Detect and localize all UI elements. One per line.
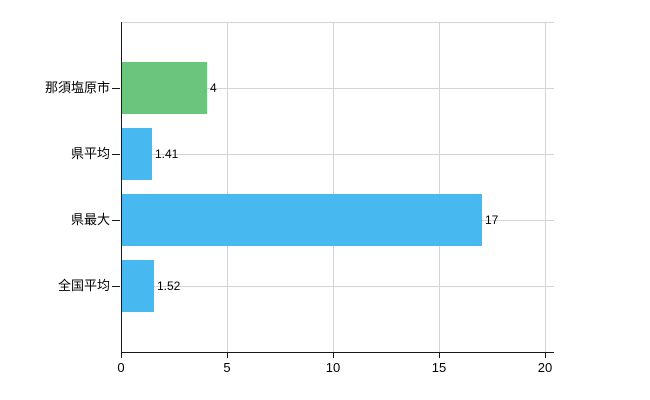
y-axis	[121, 22, 122, 352]
bar-value-label: 1.52	[157, 279, 181, 293]
x-tick-label: 10	[325, 360, 341, 375]
bar-県平均	[122, 128, 152, 180]
category-label-全国平均: 全国平均	[57, 278, 110, 293]
plot-top-border	[121, 22, 554, 23]
category-label-県平均: 県平均	[70, 146, 110, 161]
x-tick	[333, 352, 334, 358]
x-tick-label: 0	[117, 360, 125, 375]
category-tick	[112, 154, 120, 155]
gridline-vertical	[545, 22, 546, 352]
gridline-vertical	[439, 22, 440, 352]
x-tick-label: 20	[537, 360, 553, 375]
bar-value-label: 4	[210, 81, 217, 95]
bar-value-label: 1.41	[155, 147, 179, 161]
bar-県最大	[122, 194, 482, 246]
category-label-県最大: 県最大	[70, 212, 110, 227]
category-tick	[112, 88, 120, 89]
x-tick-label: 5	[223, 360, 231, 375]
x-tick	[439, 352, 440, 358]
gridline-horizontal	[121, 88, 554, 89]
bar-全国平均	[122, 260, 154, 312]
x-axis	[121, 352, 554, 353]
gridline-vertical	[227, 22, 228, 352]
x-tick-label: 15	[431, 360, 447, 375]
category-tick	[112, 220, 120, 221]
bar-value-label: 17	[485, 213, 499, 227]
gridline-horizontal	[121, 286, 554, 287]
category-tick	[112, 286, 120, 287]
bar-那須塩原市	[122, 62, 207, 114]
gridline-horizontal	[121, 154, 554, 155]
gridline-vertical	[333, 22, 334, 352]
category-label-那須塩原市: 那須塩原市	[44, 80, 110, 95]
x-tick	[545, 352, 546, 358]
x-tick	[121, 352, 122, 358]
x-tick	[227, 352, 228, 358]
